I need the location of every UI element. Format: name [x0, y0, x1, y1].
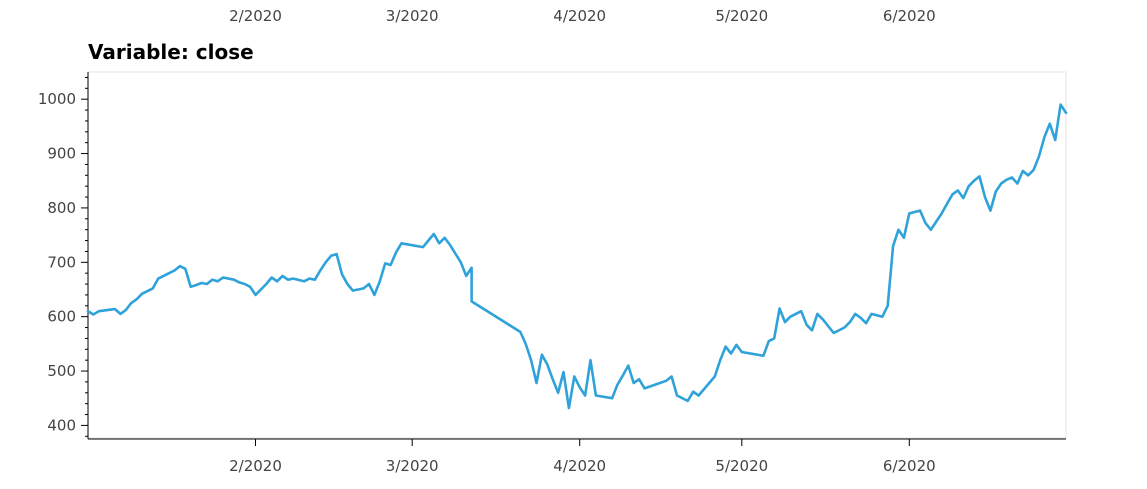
y-tick-label: 1000	[38, 90, 76, 108]
y-tick-label: 700	[47, 253, 76, 271]
x-top-labels: 2/2020 3/2020 4/2020 5/2020 6/2020	[229, 7, 936, 25]
x-top-tick-label: 4/2020	[553, 7, 606, 25]
x-tick-label: 3/2020	[386, 457, 439, 475]
y-tick-label: 800	[47, 199, 76, 217]
y-tick-label: 600	[47, 308, 76, 326]
chart-title: Variable: close	[88, 40, 254, 64]
series-line	[86, 103, 1068, 410]
y-tick-label: 400	[47, 416, 76, 434]
series-layer	[86, 103, 1068, 410]
x-top-tick-label: 5/2020	[715, 7, 768, 25]
x-top-tick-label: 6/2020	[883, 7, 936, 25]
x-tick-label: 4/2020	[553, 457, 606, 475]
x-tick-label: 5/2020	[715, 457, 768, 475]
y-tick-label: 500	[47, 362, 76, 380]
y-minor-ticks	[85, 76, 88, 437]
y-ticks: 400 500 600 700 800 900 1000	[38, 90, 88, 434]
x-top-tick-label: 3/2020	[386, 7, 439, 25]
x-top-tick-label: 2/2020	[229, 7, 282, 25]
x-ticks: 2/2020 3/2020 4/2020 5/2020 6/2020	[229, 439, 936, 475]
x-tick-label: 6/2020	[883, 457, 936, 475]
x-tick-label: 2/2020	[229, 457, 282, 475]
y-tick-label: 900	[47, 145, 76, 163]
